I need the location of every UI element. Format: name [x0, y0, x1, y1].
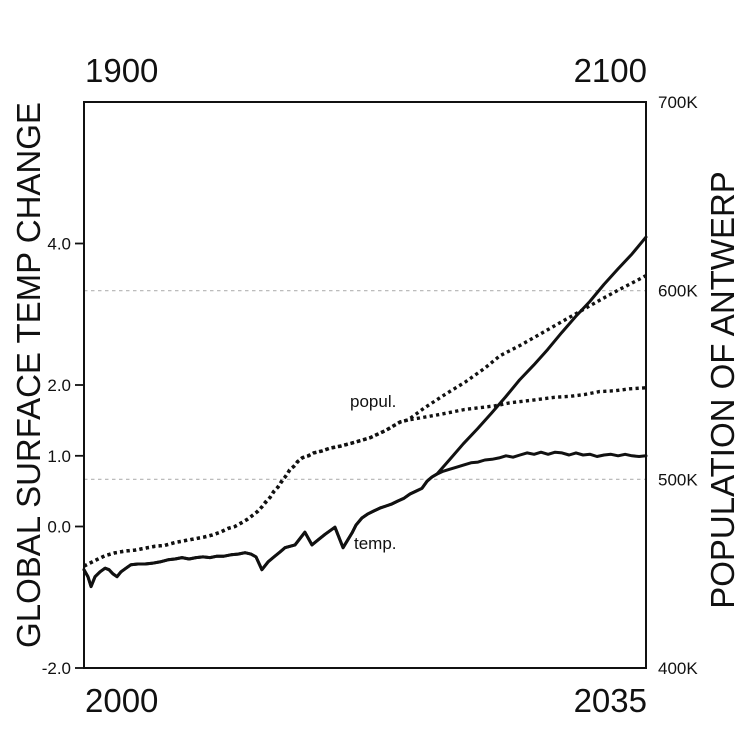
right-axis-tick-label: 400K [658, 659, 698, 678]
tick-labels-group: -2.0 0.0 1.0 2.0 4.0 400K 500K 600K 700K [42, 93, 699, 678]
axis-ticks-group [75, 242, 84, 669]
right-axis-tick-label: 700K [658, 93, 698, 112]
series-line-popul-vs-top-axis [83, 274, 647, 568]
series-label-popul: popul. [350, 392, 396, 411]
right-axis-tick-label: 600K [658, 282, 698, 301]
bottom-axis-label-end: 2035 [574, 682, 647, 719]
left-axis-tick-label: 0.0 [47, 518, 71, 537]
top-axis-label-start: 1900 [85, 52, 158, 89]
gridlines-group [84, 290, 646, 480]
right-axis-title: POPULATION OF ANTWERP [704, 171, 741, 609]
series-line-temp-vs-bottom-axis [82, 450, 648, 589]
left-axis-tick-label: 4.0 [47, 235, 71, 254]
left-axis-title: GLOBAL SURFACE TEMP CHANGE [10, 102, 47, 648]
left-axis-tick-label: 2.0 [47, 376, 71, 395]
left-axis-tick-label: -2.0 [42, 659, 71, 678]
plot-border [83, 101, 647, 669]
series-lines-group [82, 235, 648, 589]
series-label-temp: temp. [354, 534, 397, 553]
bottom-axis-label-start: 2000 [85, 682, 158, 719]
series-line-temp-vs-top-axis [82, 235, 648, 589]
top-axis-label-end: 2100 [574, 52, 647, 89]
right-axis-tick-label: 500K [658, 470, 698, 489]
left-axis-tick-label: 1.0 [47, 447, 71, 466]
